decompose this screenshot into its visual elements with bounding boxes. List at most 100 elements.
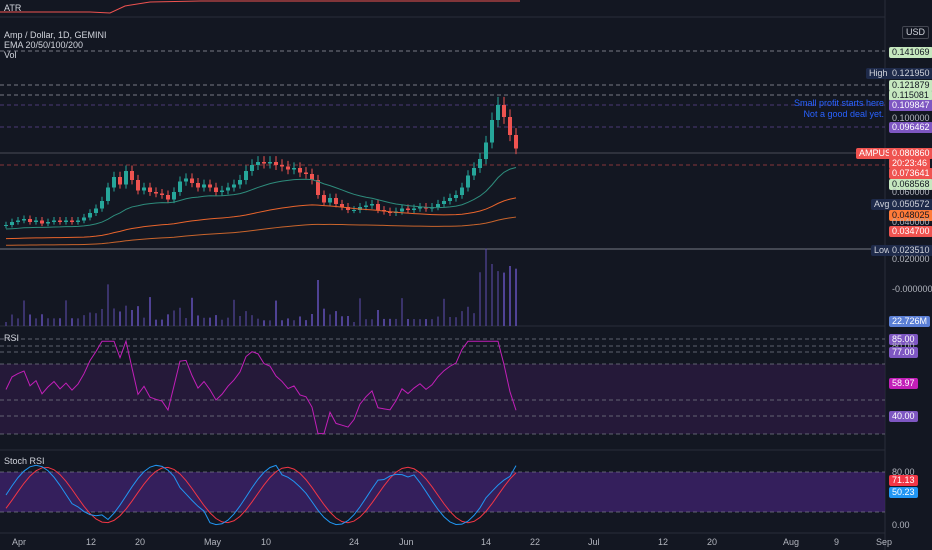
- volume-bar: [113, 308, 115, 326]
- volume-bar: [251, 315, 253, 326]
- candle-body: [148, 187, 152, 192]
- candle-body: [304, 172, 308, 174]
- volume-bar: [401, 298, 403, 326]
- volume-bar: [29, 314, 31, 326]
- time-axis-label: Jul: [588, 537, 600, 547]
- currency-badge[interactable]: USD: [902, 26, 930, 39]
- volume-bar: [341, 316, 343, 326]
- volume-bar: [257, 318, 259, 326]
- volume-bar: [353, 322, 355, 326]
- candle-body: [124, 171, 128, 185]
- candle-body: [130, 171, 134, 180]
- stoch-d-value: 50.23: [889, 487, 918, 498]
- volume-bar: [185, 318, 187, 326]
- volume-bar: [245, 311, 247, 326]
- atr-line: [0, 0, 520, 14]
- volume-bar: [221, 319, 223, 326]
- volume-bar: [233, 299, 235, 326]
- volume-bar: [407, 319, 409, 326]
- candle-body: [34, 220, 38, 222]
- candle-body: [220, 190, 224, 192]
- price-label-target: 0.141069: [889, 47, 932, 58]
- symbol-legend[interactable]: Amp / Dollar, 1D, GEMINI: [4, 30, 107, 40]
- candle-body: [226, 187, 230, 191]
- volume-bar: [419, 319, 421, 326]
- candle-body: [70, 220, 74, 222]
- time-axis-label: 12: [86, 537, 97, 547]
- annotation-note[interactable]: Small profit starts here Not a good deal…: [760, 98, 884, 120]
- candle-body: [256, 162, 260, 165]
- annotation-line-2: Not a good deal yet.: [803, 109, 884, 119]
- last-price: 0.080860: [889, 148, 932, 159]
- rsi-value: 58.97: [889, 378, 918, 389]
- candle-body: [490, 120, 494, 143]
- volume-bar: [137, 306, 139, 326]
- volume-bar: [479, 272, 481, 326]
- axis-tick-0.10: 0.100000: [892, 113, 930, 123]
- rsi-pane-title[interactable]: RSI: [4, 333, 20, 343]
- time-axis-label: 24: [349, 537, 360, 547]
- volume-bar: [425, 319, 427, 326]
- stoch-pane-title[interactable]: Stoch RSI: [4, 456, 45, 466]
- time-axis-label: Jun: [399, 537, 414, 547]
- volume-bar: [275, 300, 277, 326]
- stoch-band: [0, 472, 885, 512]
- volume-bar: [485, 248, 487, 326]
- volume-bar: [143, 317, 145, 326]
- volume-bar: [299, 316, 301, 326]
- volume-bar: [281, 320, 283, 326]
- volume-bar: [167, 314, 169, 326]
- candle-body: [64, 220, 68, 222]
- low-value: 0.023510: [889, 245, 932, 256]
- volume-bar: [431, 319, 433, 326]
- candle-body: [484, 142, 488, 159]
- candle-body: [202, 184, 206, 188]
- price-label-3: 0.109847: [889, 100, 932, 111]
- volume-legend[interactable]: Vol: [4, 50, 17, 60]
- volume-bar: [287, 318, 289, 326]
- volume-bar: [269, 320, 271, 326]
- candle-body: [286, 166, 290, 170]
- candle-body: [40, 220, 44, 224]
- time-axis-label: Apr: [12, 537, 27, 547]
- volume-bar: [125, 305, 127, 326]
- volume-bar: [323, 308, 325, 326]
- candle-body: [352, 210, 356, 211]
- bar-countdown: 20:23:46: [889, 158, 931, 169]
- ema-legend[interactable]: EMA 20/50/100/200: [4, 40, 84, 50]
- volume-bar: [95, 313, 97, 326]
- volume-bar: [173, 310, 175, 326]
- price-label-7: 0.048025: [889, 210, 932, 221]
- volume-bar: [101, 308, 103, 326]
- volume-bar: [215, 315, 217, 326]
- volume-bar: [161, 319, 163, 326]
- candle-body: [88, 213, 92, 218]
- candle-body: [196, 183, 200, 188]
- candle-body: [448, 198, 452, 201]
- volume-bar: [329, 314, 331, 326]
- candle-body: [478, 159, 482, 168]
- candle-body: [232, 184, 236, 188]
- volume-bar: [371, 319, 373, 326]
- volume-bar: [11, 314, 13, 326]
- volume-bar: [119, 311, 121, 326]
- avg-value: 0.050572: [889, 199, 932, 210]
- candle-body: [274, 162, 278, 165]
- candle-body: [184, 178, 188, 182]
- candle-body: [46, 222, 50, 224]
- axis-tick-zero: -0.000000: [892, 284, 932, 294]
- high-tag: High: [866, 68, 891, 79]
- avg-tag: Avg: [871, 199, 893, 210]
- time-axis-label: 20: [135, 537, 146, 547]
- annotation-line-1: Small profit starts here: [793, 98, 884, 108]
- volume-bar: [365, 319, 367, 326]
- volume-bar: [53, 318, 55, 326]
- stoch-level-80: 80.00: [892, 467, 915, 477]
- candle-body: [496, 105, 500, 120]
- candle-body: [118, 177, 122, 185]
- candle-body: [418, 207, 422, 209]
- axis-tick-0.02: 0.020000: [892, 254, 930, 264]
- candle-body: [106, 187, 110, 201]
- volume-bar: [179, 307, 181, 326]
